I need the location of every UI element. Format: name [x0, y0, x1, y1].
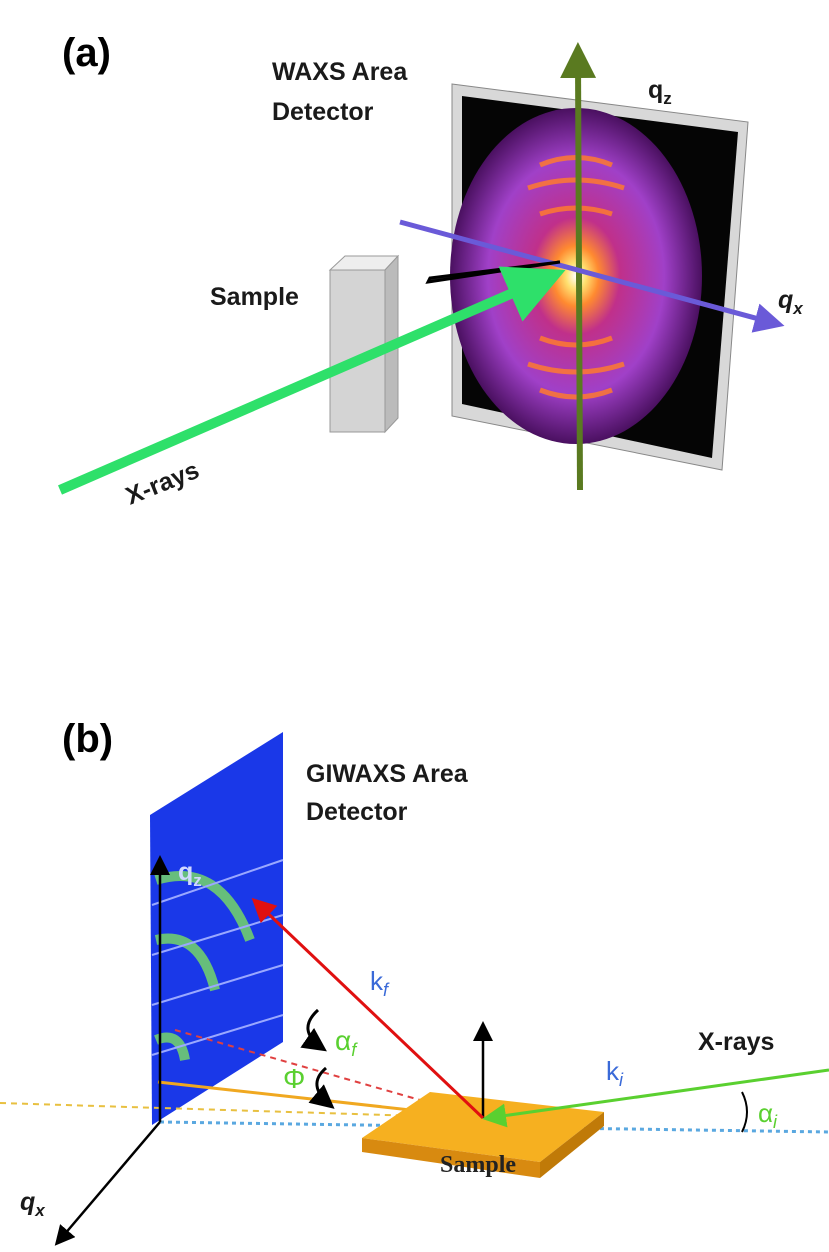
detector — [150, 732, 283, 1125]
qz-axis — [578, 60, 580, 490]
subscript: i — [619, 1070, 624, 1090]
qx-label: qx — [20, 1188, 46, 1220]
ki-beam — [488, 1070, 829, 1118]
symbol: q — [20, 1188, 35, 1216]
sample-label: Sample — [210, 283, 299, 311]
alpha-i-arc — [742, 1092, 747, 1132]
subscript: z — [193, 871, 202, 890]
qx-label: qx — [778, 286, 804, 318]
ki-label: ki — [606, 1056, 624, 1090]
symbol: q — [178, 858, 193, 886]
beam-label: X-rays — [698, 1028, 774, 1056]
symbol: q — [778, 286, 793, 314]
qz-label: qz — [648, 76, 672, 108]
alpha-i-label: αi — [758, 1098, 778, 1132]
detector-label: Detector — [306, 798, 408, 826]
detector-label: WAXS Area — [272, 58, 408, 86]
panel-a: (a) WAXS Area Detector qz qx Sample X-ra… — [60, 31, 804, 511]
detector-label: GIWAXS Area — [306, 760, 469, 788]
symbol: q — [648, 76, 663, 104]
subscript: f — [383, 980, 390, 1000]
subscript: i — [773, 1112, 778, 1132]
figure: (a) WAXS Area Detector qz qx Sample X-ra… — [0, 0, 829, 1252]
subscript: x — [34, 1201, 46, 1220]
symbol: α — [335, 1025, 351, 1056]
beam-label: X-rays — [122, 456, 203, 511]
symbol: k — [370, 966, 384, 996]
symbol: k — [606, 1056, 620, 1086]
phi-label: Φ — [283, 1063, 305, 1094]
subscript: x — [792, 299, 804, 318]
qx-axis — [58, 1122, 160, 1242]
alpha-f-label: αf — [335, 1025, 358, 1060]
sample-label: Sample — [440, 1152, 516, 1178]
subscript: z — [663, 89, 672, 108]
kf-label: kf — [370, 966, 390, 1000]
panel-label: (a) — [62, 31, 111, 75]
subscript: f — [351, 1040, 358, 1060]
detector-label: Detector — [272, 98, 374, 126]
symbol: α — [758, 1098, 773, 1128]
panel-label: (b) — [62, 717, 113, 761]
alpha-f-arrow — [308, 1010, 322, 1048]
panel-b: (b) GIWAXS Area Detector qz kf αf Φ ki X… — [0, 717, 829, 1242]
